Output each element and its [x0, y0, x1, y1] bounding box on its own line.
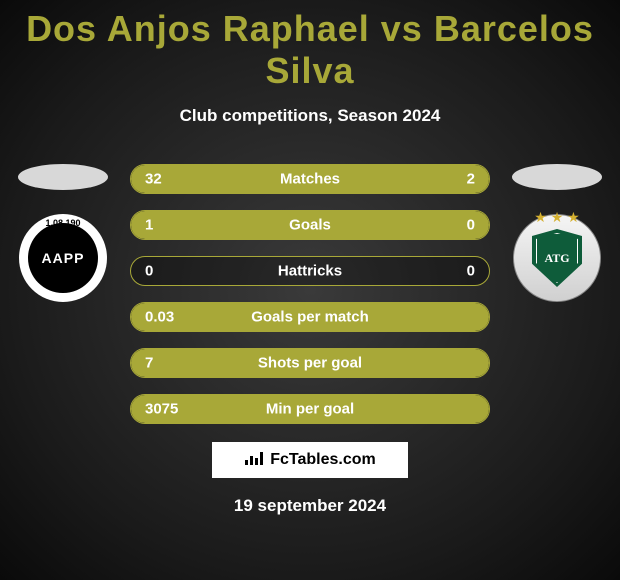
- right-badge-letters: ATG: [544, 251, 569, 266]
- stat-value-left: 32: [145, 171, 162, 188]
- right-badge-shield: ATG: [532, 229, 582, 287]
- stat-bar-row: 0 Hattricks 0: [130, 256, 490, 286]
- left-badge-code: AAPP: [42, 250, 85, 266]
- stat-value-right: 0: [467, 217, 475, 234]
- stat-label: Goals: [289, 217, 331, 234]
- main-comparison-area: 1.08.190 AAPP 32 Matches 2 1 Goals 0 0 Hattrick…: [0, 164, 620, 424]
- stat-label: Shots per goal: [258, 355, 362, 372]
- stat-bar-row: 7 Shots per goal: [130, 348, 490, 378]
- stat-value-right: 2: [467, 171, 475, 188]
- stat-bars-container: 32 Matches 2 1 Goals 0 0 Hattricks 0 0.03 Goals pe…: [130, 164, 490, 424]
- right-shadow-ellipse: [512, 164, 602, 190]
- right-player-column: ★ ★ ★ ATG: [502, 164, 612, 302]
- right-badge-star-icon: ★ ★ ★: [534, 209, 579, 226]
- chart-icon: [244, 450, 264, 471]
- stat-value-left: 3075: [145, 401, 178, 418]
- stat-bar-row: 3075 Min per goal: [130, 394, 490, 424]
- left-badge-top-text: 1.08.190: [45, 218, 80, 228]
- left-shadow-ellipse: [18, 164, 108, 190]
- left-club-badge: 1.08.190 AAPP: [19, 214, 107, 302]
- stat-value-right: 0: [467, 263, 475, 280]
- stat-value-left: 0.03: [145, 309, 174, 326]
- stat-value-left: 1: [145, 217, 153, 234]
- comparison-date: 19 september 2024: [0, 496, 620, 516]
- stat-value-left: 0: [145, 263, 153, 280]
- stat-label: Min per goal: [266, 401, 354, 418]
- comparison-subtitle: Club competitions, Season 2024: [0, 106, 620, 126]
- stat-label: Goals per match: [251, 309, 369, 326]
- stat-bar-row: 0.03 Goals per match: [130, 302, 490, 332]
- brand-logo-text: FcTables.com: [270, 451, 376, 469]
- stat-bar-row: 1 Goals 0: [130, 210, 490, 240]
- left-badge-inner: AAPP: [28, 223, 98, 293]
- stat-bar-row: 32 Matches 2: [130, 164, 490, 194]
- right-club-badge: ★ ★ ★ ATG: [513, 214, 601, 302]
- stat-label: Hattricks: [278, 263, 342, 280]
- left-player-column: 1.08.190 AAPP: [8, 164, 118, 302]
- brand-logo-strip: FcTables.com: [212, 442, 408, 478]
- comparison-title: Dos Anjos Raphael vs Barcelos Silva: [0, 0, 620, 92]
- stat-label: Matches: [280, 171, 340, 188]
- stat-value-left: 7: [145, 355, 153, 372]
